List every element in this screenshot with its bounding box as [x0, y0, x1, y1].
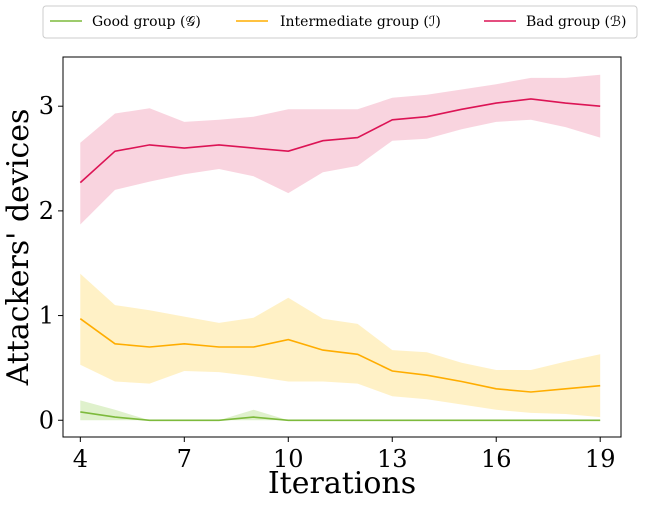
y-tick-label: 0 — [39, 406, 54, 434]
y-axis-label: Attackers' devices — [1, 109, 36, 387]
y-tick-label: 2 — [39, 197, 54, 225]
line-bad — [79, 98, 601, 184]
legend-label-good: Good group (𝒢) — [92, 14, 201, 30]
y-tick-label: 3 — [39, 92, 54, 120]
series-lines — [79, 98, 601, 422]
x-axis-label: Iterations — [268, 466, 416, 501]
legend: Good group (𝒢) Intermediate group (ℐ) Ba… — [42, 5, 638, 39]
band-intermediate — [80, 273, 601, 418]
x-tick-label: 10 — [273, 445, 304, 473]
legend-label-bad: Bad group (ℬ) — [526, 14, 627, 30]
legend-frame — [42, 5, 638, 39]
line-intermediate — [79, 318, 601, 393]
band-bad — [80, 74, 601, 225]
x-tick-label: 13 — [377, 445, 408, 473]
x-tick-label: 4 — [73, 445, 88, 473]
x-tick-label: 16 — [481, 445, 512, 473]
plot-frame — [62, 56, 622, 438]
line-good — [80, 411, 601, 422]
x-tick-label: 19 — [585, 445, 616, 473]
x-tick-label: 7 — [177, 445, 192, 473]
axis-ticks: 4 7 10 13 16 19 0 1 2 3 — [39, 92, 616, 473]
y-tick-label: 1 — [39, 302, 54, 330]
confidence-bands — [80, 74, 601, 421]
legend-label-intermediate: Intermediate group (ℐ) — [280, 14, 441, 30]
